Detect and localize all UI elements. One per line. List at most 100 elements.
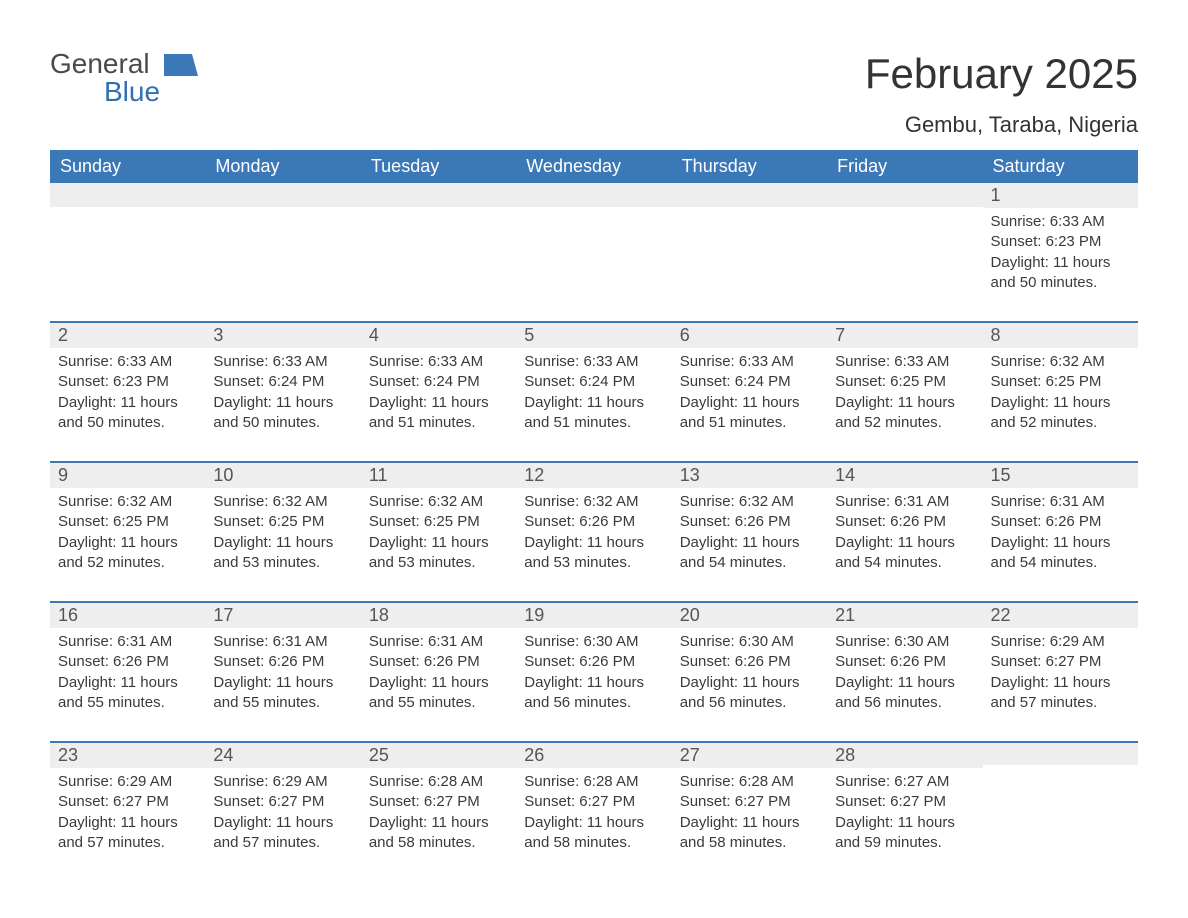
sunset-line: Sunset: 6:26 PM bbox=[991, 512, 1130, 532]
sunset-line: Sunset: 6:26 PM bbox=[680, 652, 819, 672]
sunrise-line: Sunrise: 6:32 AM bbox=[58, 492, 197, 512]
sunset-line: Sunset: 6:26 PM bbox=[213, 652, 352, 672]
calendar-cell: 9Sunrise: 6:32 AMSunset: 6:25 PMDaylight… bbox=[50, 461, 205, 601]
daylight-line: Daylight: 11 hours and 58 minutes. bbox=[369, 813, 508, 854]
day-details: Sunrise: 6:31 AMSunset: 6:26 PMDaylight:… bbox=[983, 488, 1138, 601]
sunrise-line: Sunrise: 6:31 AM bbox=[991, 492, 1130, 512]
sunset-line: Sunset: 6:26 PM bbox=[835, 512, 974, 532]
calendar-cell: 7Sunrise: 6:33 AMSunset: 6:25 PMDaylight… bbox=[827, 321, 982, 461]
sunrise-line: Sunrise: 6:28 AM bbox=[369, 772, 508, 792]
sunrise-line: Sunrise: 6:32 AM bbox=[524, 492, 663, 512]
day-number: 14 bbox=[827, 461, 982, 488]
day-details: Sunrise: 6:31 AMSunset: 6:26 PMDaylight:… bbox=[361, 628, 516, 741]
calendar-cell: 18Sunrise: 6:31 AMSunset: 6:26 PMDayligh… bbox=[361, 601, 516, 741]
day-details: Sunrise: 6:32 AMSunset: 6:25 PMDaylight:… bbox=[205, 488, 360, 601]
empty-day bbox=[672, 183, 827, 207]
sunset-line: Sunset: 6:25 PM bbox=[58, 512, 197, 532]
daylight-line: Daylight: 11 hours and 54 minutes. bbox=[835, 533, 974, 574]
sunset-line: Sunset: 6:23 PM bbox=[991, 232, 1130, 252]
sunrise-line: Sunrise: 6:30 AM bbox=[680, 632, 819, 652]
day-details: Sunrise: 6:31 AMSunset: 6:26 PMDaylight:… bbox=[827, 488, 982, 601]
logo-word1: General bbox=[50, 48, 150, 79]
logo-flag-icon bbox=[164, 50, 198, 76]
day-details: Sunrise: 6:33 AMSunset: 6:25 PMDaylight:… bbox=[827, 348, 982, 461]
col-tuesday: Tuesday bbox=[361, 150, 516, 183]
day-number: 10 bbox=[205, 461, 360, 488]
sunrise-line: Sunrise: 6:33 AM bbox=[991, 212, 1130, 232]
day-details: Sunrise: 6:33 AMSunset: 6:24 PMDaylight:… bbox=[205, 348, 360, 461]
day-details: Sunrise: 6:30 AMSunset: 6:26 PMDaylight:… bbox=[516, 628, 671, 741]
day-details: Sunrise: 6:33 AMSunset: 6:24 PMDaylight:… bbox=[672, 348, 827, 461]
empty-day bbox=[361, 183, 516, 207]
day-details: Sunrise: 6:29 AMSunset: 6:27 PMDaylight:… bbox=[50, 768, 205, 881]
sunrise-line: Sunrise: 6:32 AM bbox=[369, 492, 508, 512]
day-number: 2 bbox=[50, 321, 205, 348]
calendar-cell: 1Sunrise: 6:33 AMSunset: 6:23 PMDaylight… bbox=[983, 183, 1138, 321]
calendar-cell bbox=[672, 183, 827, 321]
day-number: 21 bbox=[827, 601, 982, 628]
day-number: 3 bbox=[205, 321, 360, 348]
day-details: Sunrise: 6:28 AMSunset: 6:27 PMDaylight:… bbox=[672, 768, 827, 881]
calendar-cell bbox=[983, 741, 1138, 881]
day-number: 19 bbox=[516, 601, 671, 628]
calendar-cell: 4Sunrise: 6:33 AMSunset: 6:24 PMDaylight… bbox=[361, 321, 516, 461]
daylight-line: Daylight: 11 hours and 55 minutes. bbox=[369, 673, 508, 714]
calendar-row: 1Sunrise: 6:33 AMSunset: 6:23 PMDaylight… bbox=[50, 183, 1138, 321]
calendar-cell: 11Sunrise: 6:32 AMSunset: 6:25 PMDayligh… bbox=[361, 461, 516, 601]
sunset-line: Sunset: 6:26 PM bbox=[524, 512, 663, 532]
daylight-line: Daylight: 11 hours and 52 minutes. bbox=[58, 533, 197, 574]
sunrise-line: Sunrise: 6:27 AM bbox=[835, 772, 974, 792]
calendar-row: 23Sunrise: 6:29 AMSunset: 6:27 PMDayligh… bbox=[50, 741, 1138, 881]
sunset-line: Sunset: 6:24 PM bbox=[369, 372, 508, 392]
sunrise-line: Sunrise: 6:33 AM bbox=[58, 352, 197, 372]
day-number: 11 bbox=[361, 461, 516, 488]
calendar-cell: 25 Sunrise: 6:28 AMSunset: 6:27 PMDayligh… bbox=[361, 741, 516, 881]
calendar-cell bbox=[827, 183, 982, 321]
calendar-row: 16Sunrise: 6:31 AMSunset: 6:26 PMDayligh… bbox=[50, 601, 1138, 741]
col-saturday: Saturday bbox=[983, 150, 1138, 183]
calendar-cell: 2Sunrise: 6:33 AMSunset: 6:23 PMDaylight… bbox=[50, 321, 205, 461]
sunrise-line: Sunrise: 6:31 AM bbox=[835, 492, 974, 512]
daylight-line: Daylight: 11 hours and 57 minutes. bbox=[58, 813, 197, 854]
sunrise-line: Sunrise: 6:33 AM bbox=[213, 352, 352, 372]
day-number: 26 bbox=[516, 741, 671, 768]
calendar-row: 9Sunrise: 6:32 AMSunset: 6:25 PMDaylight… bbox=[50, 461, 1138, 601]
calendar-cell: 27Sunrise: 6:28 AMSunset: 6:27 PMDayligh… bbox=[672, 741, 827, 881]
day-number: 25 bbox=[361, 741, 516, 768]
day-details: Sunrise: 6:33 AMSunset: 6:23 PMDaylight:… bbox=[50, 348, 205, 461]
sunrise-line: Sunrise: 6:31 AM bbox=[58, 632, 197, 652]
daylight-line: Daylight: 11 hours and 53 minutes. bbox=[213, 533, 352, 574]
sunset-line: Sunset: 6:27 PM bbox=[835, 792, 974, 812]
calendar-cell: 19Sunrise: 6:30 AMSunset: 6:26 PMDayligh… bbox=[516, 601, 671, 741]
empty-day bbox=[827, 183, 982, 207]
calendar-cell: 13Sunrise: 6:32 AMSunset: 6:26 PMDayligh… bbox=[672, 461, 827, 601]
day-details: Sunrise: 6:27 AMSunset: 6:27 PMDaylight:… bbox=[827, 768, 982, 881]
calendar-cell: 26Sunrise: 6:28 AMSunset: 6:27 PMDayligh… bbox=[516, 741, 671, 881]
sunrise-line: Sunrise: 6:33 AM bbox=[680, 352, 819, 372]
day-details: Sunrise: 6:29 AMSunset: 6:27 PMDaylight:… bbox=[205, 768, 360, 881]
day-details: Sunrise: 6:32 AMSunset: 6:25 PMDaylight:… bbox=[50, 488, 205, 601]
calendar-cell: 22Sunrise: 6:29 AMSunset: 6:27 PMDayligh… bbox=[983, 601, 1138, 741]
sunrise-line: Sunrise: 6:33 AM bbox=[835, 352, 974, 372]
calendar-cell: 15Sunrise: 6:31 AMSunset: 6:26 PMDayligh… bbox=[983, 461, 1138, 601]
calendar-cell: 12Sunrise: 6:32 AMSunset: 6:26 PMDayligh… bbox=[516, 461, 671, 601]
calendar-cell: 10Sunrise: 6:32 AMSunset: 6:25 PMDayligh… bbox=[205, 461, 360, 601]
sunrise-line: Sunrise: 6:32 AM bbox=[991, 352, 1130, 372]
day-details: Sunrise: 6:33 AMSunset: 6:24 PMDaylight:… bbox=[516, 348, 671, 461]
day-details: Sunrise: 6:31 AMSunset: 6:26 PMDaylight:… bbox=[205, 628, 360, 741]
day-details: Sunrise: 6:32 AMSunset: 6:26 PMDaylight:… bbox=[672, 488, 827, 601]
logo: General Blue bbox=[50, 50, 198, 106]
sunset-line: Sunset: 6:27 PM bbox=[369, 792, 508, 812]
day-number: 13 bbox=[672, 461, 827, 488]
day-details: Sunrise: 6:33 AMSunset: 6:24 PMDaylight:… bbox=[361, 348, 516, 461]
calendar-cell bbox=[361, 183, 516, 321]
sunrise-line: Sunrise: 6:29 AM bbox=[58, 772, 197, 792]
daylight-line: Daylight: 11 hours and 53 minutes. bbox=[524, 533, 663, 574]
day-number: 17 bbox=[205, 601, 360, 628]
daylight-line: Daylight: 11 hours and 51 minutes. bbox=[369, 393, 508, 434]
calendar-cell bbox=[516, 183, 671, 321]
sunset-line: Sunset: 6:24 PM bbox=[524, 372, 663, 392]
calendar-cell: 20Sunrise: 6:30 AMSunset: 6:26 PMDayligh… bbox=[672, 601, 827, 741]
daylight-line: Daylight: 11 hours and 50 minutes. bbox=[213, 393, 352, 434]
sunset-line: Sunset: 6:27 PM bbox=[991, 652, 1130, 672]
